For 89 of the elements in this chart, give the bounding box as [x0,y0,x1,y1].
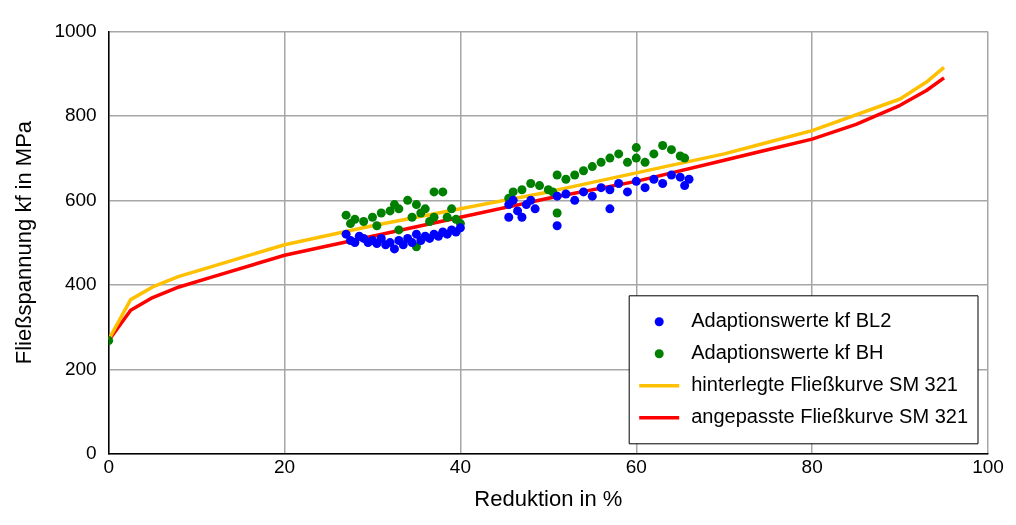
legend-label: hinterlegte Fließkurve SM 321 [691,373,958,396]
x-tick-label: 80 [801,456,823,478]
point [680,153,690,163]
point [614,149,624,159]
point [530,204,540,214]
x-tick-label: 40 [449,456,471,478]
legend-label: Adaptionswerte kf BH [691,341,884,364]
y-tick-label: 600 [64,188,97,210]
point [570,195,580,205]
point [394,225,404,235]
point [438,187,448,197]
point [429,187,439,197]
y-tick-label: 400 [64,273,97,295]
point [684,174,694,184]
point [631,143,641,153]
point [420,204,430,214]
point [442,212,452,222]
point [403,195,413,205]
point [587,191,597,201]
point [411,229,421,239]
legend-label: Adaptionswerte kf BL2 [691,309,892,332]
point [649,149,659,159]
point [504,212,514,222]
point [526,195,536,205]
point [605,204,615,214]
point [411,200,421,210]
point [394,204,404,214]
point [350,214,360,224]
point [517,185,527,195]
point [359,216,369,226]
point [447,204,457,214]
point [649,174,659,184]
point [561,174,571,184]
y-tick-label: 1000 [54,19,97,41]
point [407,238,417,248]
y-axis-title: Fließspannung kf in MPa [11,120,37,365]
point [622,187,632,197]
point [596,157,606,167]
point [376,208,386,218]
point [455,223,465,233]
point [570,170,580,180]
point [376,233,386,243]
point [517,212,527,222]
point [535,181,545,191]
point [596,183,606,193]
point [622,157,632,167]
point [372,221,382,231]
point [666,145,676,155]
point [579,166,589,176]
point [579,187,589,197]
point [680,181,690,191]
point [389,244,399,254]
point [508,195,518,205]
point [552,191,562,201]
point [367,212,377,222]
point [675,172,685,182]
point [513,206,523,216]
point [552,221,562,231]
point [385,238,395,248]
point [508,187,518,197]
point [605,185,615,195]
point [631,176,641,186]
point [614,178,624,188]
point [552,208,562,218]
point [666,170,676,180]
x-tick-label: 20 [273,456,296,478]
point [658,178,668,188]
point [398,240,408,250]
x-tick-label: 100 [972,456,1004,478]
point [640,157,650,167]
point [526,178,536,188]
x-tick-label: 60 [625,456,647,478]
point [587,162,597,172]
point [350,238,360,248]
x-axis-title: Reduktion in % [474,485,623,511]
point [631,153,641,163]
point [561,189,571,199]
y-tick-label: 200 [64,357,97,379]
y-tick-label: 800 [64,104,97,126]
y-tick-label: 0 [86,442,97,464]
x-tick-label: 0 [103,456,114,478]
point [552,170,562,180]
point [341,210,351,220]
point [658,140,668,150]
legend-label: angepasste Fließkurve SM 321 [691,405,969,428]
point [429,212,439,222]
point [407,212,417,222]
point [640,183,650,193]
point [605,153,615,163]
